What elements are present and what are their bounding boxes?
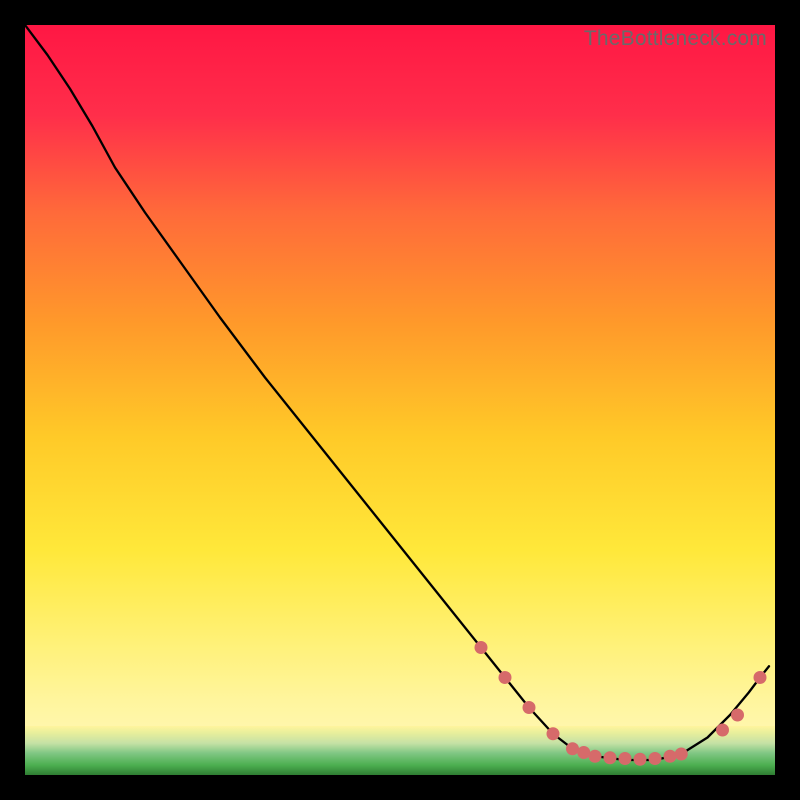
data-marker	[589, 750, 602, 763]
data-marker	[523, 701, 536, 714]
data-marker	[547, 727, 560, 740]
data-marker	[604, 751, 617, 764]
data-marker	[731, 709, 744, 722]
data-marker	[499, 671, 512, 684]
plot-area: TheBottleneck.com	[25, 25, 775, 775]
data-marker	[634, 753, 647, 766]
data-marker	[475, 641, 488, 654]
data-marker	[664, 750, 677, 763]
data-marker	[716, 724, 729, 737]
data-marker	[754, 671, 767, 684]
line-chart	[25, 25, 775, 775]
watermark-text: TheBottleneck.com	[584, 27, 767, 51]
curve-path	[25, 25, 769, 760]
data-marker	[675, 748, 688, 761]
data-marker	[649, 752, 662, 765]
data-marker	[566, 742, 579, 755]
data-marker	[619, 752, 632, 765]
data-marker	[577, 746, 590, 759]
